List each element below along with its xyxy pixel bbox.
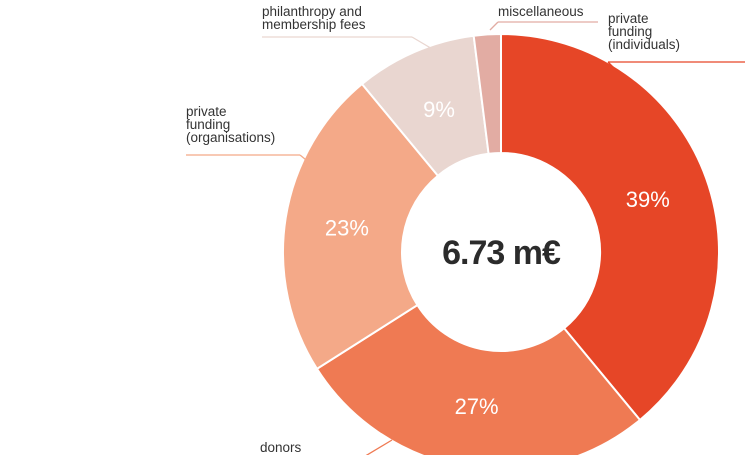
category-labels-group: private funding (individuals) donors private… xyxy=(186,4,680,455)
category-label-0: private funding (individuals) xyxy=(608,11,680,52)
category-label-1: donors xyxy=(260,440,302,455)
center-total-label: 6.73 m€ xyxy=(442,234,561,272)
category-label-3: philanthropy and membership fees xyxy=(262,4,366,32)
leader-line-1-0 xyxy=(365,439,393,455)
value-labels-group: 39% 27% 23% 9% xyxy=(325,97,670,419)
slices-group xyxy=(282,32,720,455)
value-label-2: 23% xyxy=(325,216,369,241)
leader-line-4-1 xyxy=(489,21,499,31)
category-label-4: miscellaneous xyxy=(498,4,584,19)
leader-line-3-1 xyxy=(411,36,435,51)
leader-line-0-1 xyxy=(607,61,623,77)
leader-line-2-1 xyxy=(299,154,317,169)
donut-hole xyxy=(402,153,600,351)
leader-lines-group xyxy=(186,21,745,455)
value-label-0: 39% xyxy=(626,187,670,212)
value-label-3: 9% xyxy=(423,97,455,122)
category-label-2: private funding (organisations) xyxy=(186,104,275,145)
value-label-1: 27% xyxy=(455,394,499,419)
